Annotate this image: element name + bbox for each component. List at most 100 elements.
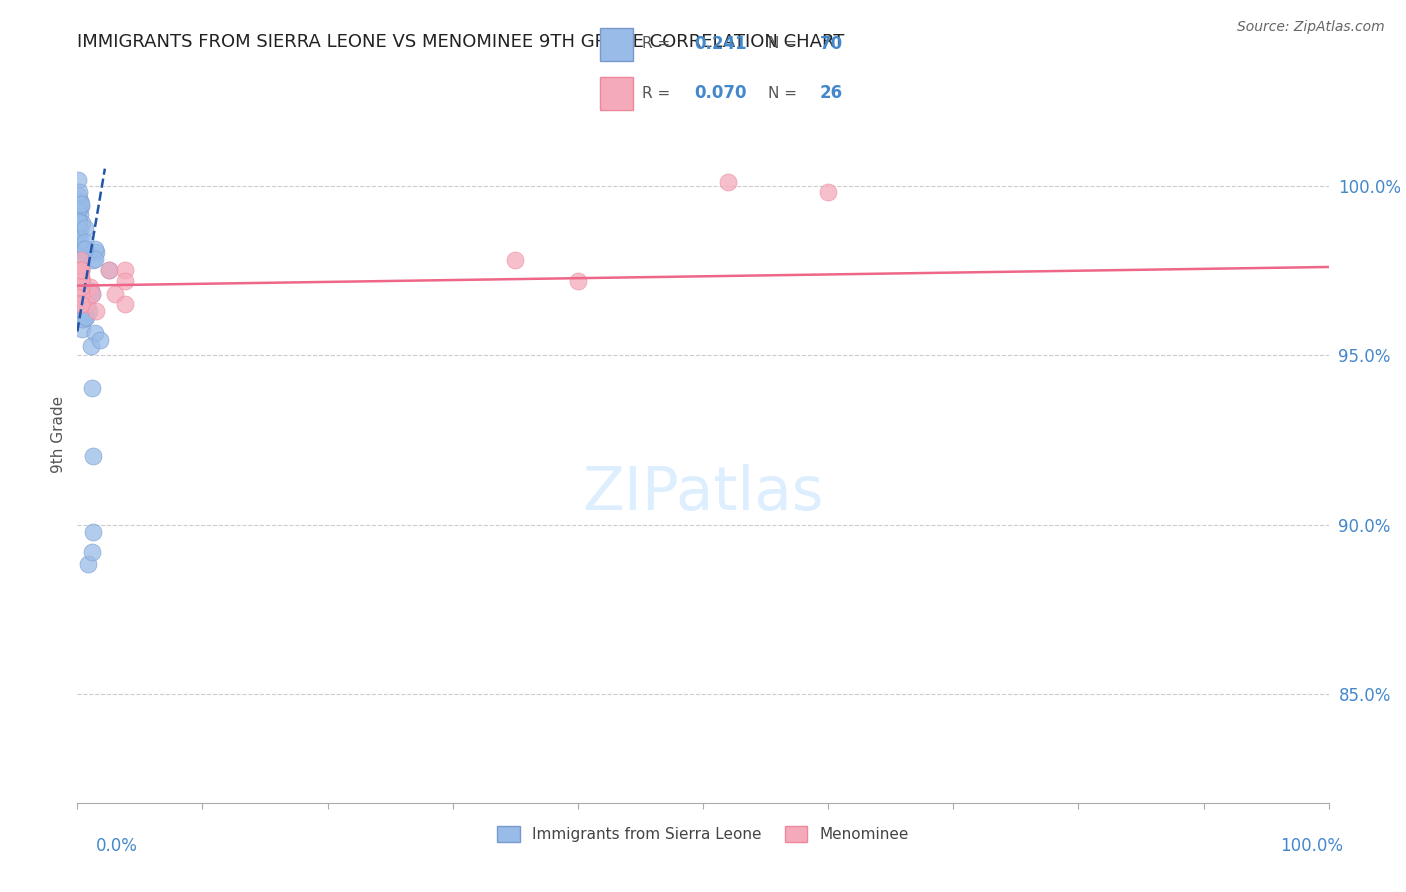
Point <box>104 287 127 301</box>
Point <box>70 197 93 211</box>
Text: R =: R = <box>643 86 675 101</box>
Point <box>69 206 91 220</box>
Bar <box>600 78 633 110</box>
Point <box>70 274 93 288</box>
Point <box>114 263 136 277</box>
Point <box>717 175 740 189</box>
Point <box>72 312 94 326</box>
Point <box>69 282 91 296</box>
Point <box>82 287 104 301</box>
Text: IMMIGRANTS FROM SIERRA LEONE VS MENOMINEE 9TH GRADE CORRELATION CHART: IMMIGRANTS FROM SIERRA LEONE VS MENOMINE… <box>77 34 845 52</box>
Point <box>72 322 94 336</box>
Point <box>67 248 90 262</box>
Point <box>69 232 91 246</box>
Point <box>66 188 89 202</box>
Point <box>70 280 93 294</box>
Point <box>70 216 93 230</box>
Point <box>67 215 90 229</box>
Text: 70: 70 <box>820 35 844 53</box>
Point <box>67 251 90 265</box>
Point <box>69 222 91 236</box>
Point <box>67 274 90 288</box>
Point <box>70 274 93 288</box>
Text: N =: N = <box>768 86 803 101</box>
Point <box>69 195 91 210</box>
Point <box>70 263 93 277</box>
Point <box>70 263 93 277</box>
Point <box>76 297 98 311</box>
Point <box>75 235 97 250</box>
Point <box>817 186 839 200</box>
Point <box>80 339 103 353</box>
Point <box>70 270 93 285</box>
Point <box>72 274 94 288</box>
Point <box>73 310 96 325</box>
Point <box>67 215 90 229</box>
Point <box>67 253 90 268</box>
Text: Source: ZipAtlas.com: Source: ZipAtlas.com <box>1237 20 1385 34</box>
Bar <box>600 28 633 61</box>
Point <box>84 326 107 340</box>
Text: 0.0%: 0.0% <box>96 837 138 855</box>
Point <box>67 217 90 231</box>
Point <box>69 242 91 256</box>
Point <box>66 199 89 213</box>
Point <box>82 252 104 267</box>
Point <box>72 287 94 301</box>
Point <box>73 283 96 297</box>
Point <box>82 525 104 540</box>
Point <box>72 242 94 256</box>
Point <box>72 249 94 263</box>
Point <box>80 284 103 298</box>
Point <box>79 280 101 294</box>
Point <box>84 252 107 267</box>
Point <box>70 280 93 294</box>
Text: ZIPatlas: ZIPatlas <box>582 464 824 524</box>
Point <box>67 226 90 240</box>
Point <box>72 310 94 325</box>
Point <box>66 173 89 187</box>
Point <box>70 297 93 311</box>
Text: R =: R = <box>643 37 675 52</box>
Point <box>70 287 93 301</box>
Point <box>66 204 89 219</box>
Point <box>97 263 120 277</box>
Point <box>84 304 107 318</box>
Point <box>73 242 96 256</box>
Point <box>77 304 100 318</box>
Point <box>70 263 93 277</box>
Point <box>69 282 91 296</box>
Point <box>67 235 90 249</box>
Text: N =: N = <box>768 37 803 52</box>
Point <box>67 283 90 297</box>
Point <box>114 274 136 288</box>
Point <box>69 247 91 261</box>
Point <box>82 287 104 301</box>
Point <box>77 558 100 572</box>
Point <box>84 244 107 259</box>
Point <box>73 220 96 235</box>
Point <box>66 267 89 281</box>
Text: 0.070: 0.070 <box>695 84 747 103</box>
Point <box>66 277 89 291</box>
Text: 26: 26 <box>820 84 844 103</box>
Point <box>67 259 90 273</box>
Legend: Immigrants from Sierra Leone, Menominee: Immigrants from Sierra Leone, Menominee <box>491 820 915 848</box>
Point <box>70 253 93 268</box>
Y-axis label: 9th Grade: 9th Grade <box>51 396 66 474</box>
Point <box>69 290 91 304</box>
Point <box>70 301 93 316</box>
Point <box>75 310 97 325</box>
Point <box>89 333 111 347</box>
Point <box>69 194 91 208</box>
Point <box>67 185 90 199</box>
Point <box>72 299 94 313</box>
Point <box>69 252 91 266</box>
Point <box>503 253 526 268</box>
Point <box>83 242 105 256</box>
Text: 0.241: 0.241 <box>695 35 747 53</box>
Point <box>70 256 93 270</box>
Point <box>66 203 89 218</box>
Point <box>97 263 120 277</box>
Point <box>75 297 97 311</box>
